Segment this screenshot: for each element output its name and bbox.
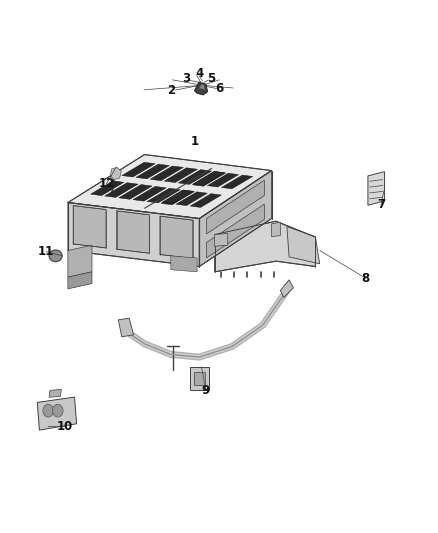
Polygon shape <box>68 245 92 277</box>
Polygon shape <box>68 272 92 289</box>
Ellipse shape <box>49 250 62 262</box>
Polygon shape <box>37 397 77 430</box>
Polygon shape <box>164 168 198 182</box>
Polygon shape <box>110 167 121 180</box>
Text: 9: 9 <box>202 384 210 397</box>
Polygon shape <box>161 190 194 205</box>
Polygon shape <box>190 193 222 207</box>
Polygon shape <box>105 183 138 197</box>
Polygon shape <box>194 82 208 95</box>
Polygon shape <box>176 192 207 206</box>
Polygon shape <box>171 256 197 272</box>
Text: 7: 7 <box>377 198 385 211</box>
Polygon shape <box>280 280 293 297</box>
Polygon shape <box>199 84 205 90</box>
Polygon shape <box>91 181 124 196</box>
Polygon shape <box>193 172 225 185</box>
Polygon shape <box>49 389 61 398</box>
Text: 11: 11 <box>38 245 54 258</box>
Polygon shape <box>272 222 280 237</box>
Text: 10: 10 <box>57 420 73 433</box>
Polygon shape <box>178 169 212 184</box>
Polygon shape <box>133 187 166 201</box>
Text: 4: 4 <box>195 67 203 80</box>
Text: 6: 6 <box>215 82 223 95</box>
Polygon shape <box>199 171 272 266</box>
Circle shape <box>43 404 53 417</box>
Polygon shape <box>190 367 209 390</box>
Text: 5: 5 <box>208 72 215 85</box>
Polygon shape <box>207 204 265 258</box>
Polygon shape <box>287 227 320 264</box>
Text: 12: 12 <box>98 177 115 190</box>
Polygon shape <box>194 372 205 385</box>
Polygon shape <box>207 173 239 187</box>
Text: 8: 8 <box>362 272 370 285</box>
Polygon shape <box>160 216 193 259</box>
Polygon shape <box>68 155 272 219</box>
Polygon shape <box>192 172 226 186</box>
Polygon shape <box>215 221 315 272</box>
Polygon shape <box>122 163 155 177</box>
Polygon shape <box>150 166 184 181</box>
Polygon shape <box>68 203 199 266</box>
Polygon shape <box>215 233 228 246</box>
Polygon shape <box>207 180 265 234</box>
Polygon shape <box>117 211 149 253</box>
Text: 1: 1 <box>191 135 199 148</box>
Text: 3: 3 <box>182 72 190 85</box>
Polygon shape <box>147 188 180 203</box>
Circle shape <box>53 404 63 417</box>
Text: 2: 2 <box>167 84 175 97</box>
Polygon shape <box>368 172 385 205</box>
Polygon shape <box>162 190 193 204</box>
Polygon shape <box>119 184 152 199</box>
Polygon shape <box>136 164 170 179</box>
Polygon shape <box>118 318 134 337</box>
Polygon shape <box>222 175 253 189</box>
Polygon shape <box>73 206 106 248</box>
